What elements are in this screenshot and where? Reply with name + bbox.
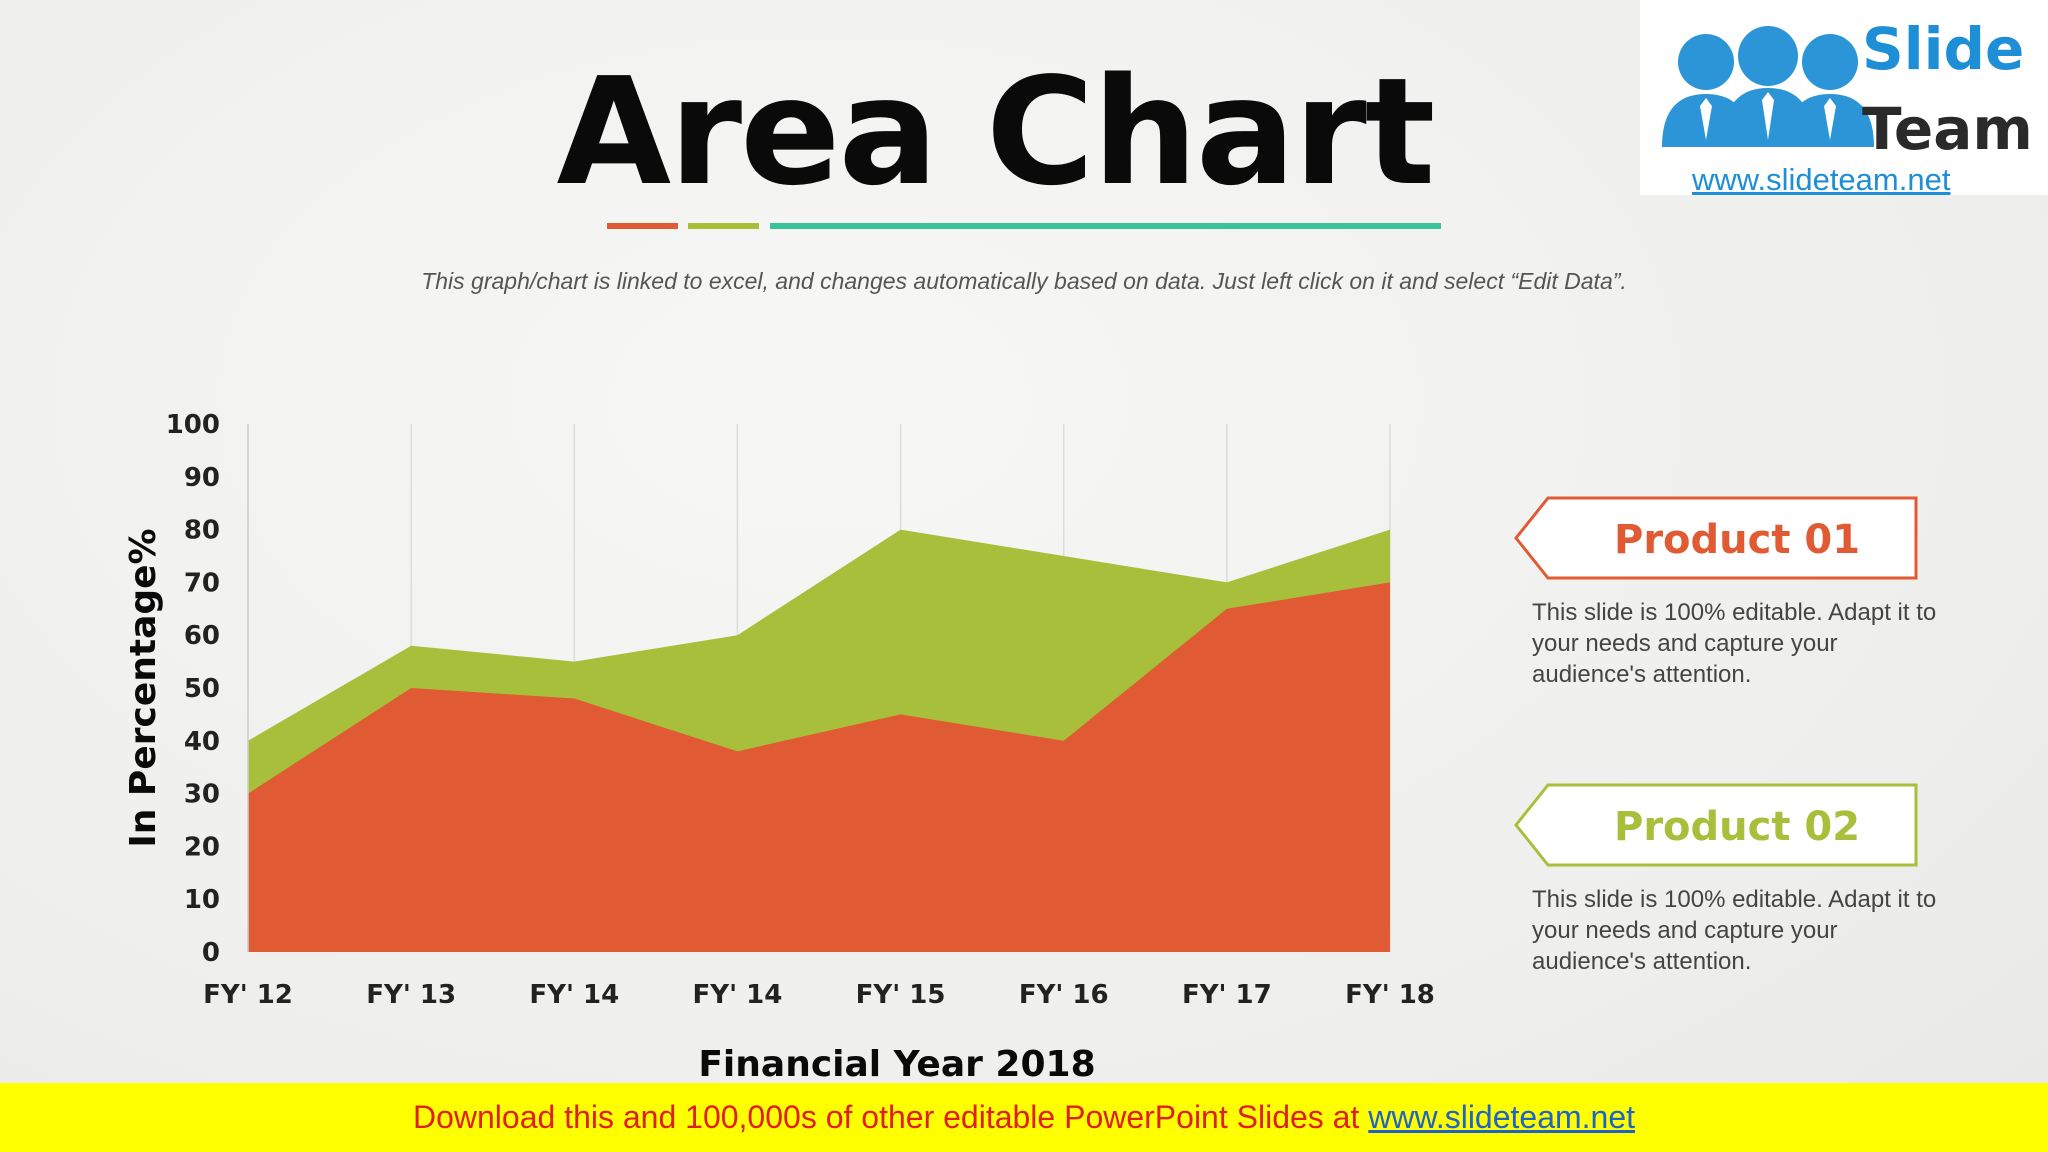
y-tick-label: 90 [184, 463, 220, 493]
legend-tag-product-02[interactable]: Product 02 [1512, 783, 1920, 867]
y-tick-label: 70 [184, 568, 220, 598]
x-tick-label: FY' 18 [1345, 980, 1435, 1010]
x-tick-label: FY' 16 [1019, 980, 1109, 1010]
legend-tag-product-01[interactable]: Product 01 [1512, 496, 1920, 580]
area-series-1 [248, 582, 1390, 952]
logo-word-slide: Slide [1862, 15, 2025, 83]
x-tick-label: FY' 12 [203, 980, 293, 1010]
download-banner: Download this and 100,000s of other edit… [0, 1083, 2048, 1152]
people-logo-icon [1662, 26, 1874, 147]
y-tick-label: 30 [184, 780, 220, 810]
legend-description-product-01: This slide is 100% editable. Adapt it to… [1532, 599, 1937, 688]
title-underline-teal [770, 223, 1441, 229]
legend-description-product-02: This slide is 100% editable. Adapt it to… [1532, 886, 1937, 975]
y-tick-label: 40 [184, 727, 220, 757]
download-banner-message: Download this and 100,000s of other edit… [412, 1099, 1369, 1135]
slide-title: Area Chart [556, 46, 1436, 218]
x-tick-label: FY' 13 [366, 980, 456, 1010]
y-tick-label: 0 [202, 938, 220, 968]
x-tick-label: FY' 14 [693, 980, 783, 1010]
logo-word-team: Team [1862, 95, 2033, 163]
title-underline-green [688, 223, 759, 229]
download-banner-text: Download this and 100,000s of other edit… [0, 1101, 2048, 1133]
x-tick-label: FY' 14 [529, 980, 619, 1010]
y-axis-title: In Percentage% [123, 528, 164, 847]
legend-label-product-02: Product 02 [1614, 804, 1860, 850]
x-tick-label: FY' 15 [856, 980, 946, 1010]
y-tick-label: 10 [184, 885, 220, 915]
x-tick-label: FY' 17 [1182, 980, 1272, 1010]
download-banner-link[interactable]: www.slideteam.net [1368, 1099, 1636, 1135]
y-tick-label: 50 [184, 674, 220, 704]
title-underline-red [607, 223, 678, 229]
y-tick-label: 20 [184, 832, 220, 862]
slideteam-logo[interactable]: Slide Team www.slideteam.net [1640, 0, 2048, 195]
logo-url-link[interactable]: www.slideteam.net [1692, 162, 1951, 197]
slide-subtitle: This graph/chart is linked to excel, and… [421, 268, 1627, 294]
legend-label-product-01: Product 01 [1614, 517, 1860, 563]
x-axis-title: Financial Year 2018 [698, 1044, 1095, 1085]
y-tick-label: 60 [184, 621, 220, 651]
y-tick-label: 100 [166, 410, 220, 440]
y-tick-label: 80 [184, 516, 220, 546]
